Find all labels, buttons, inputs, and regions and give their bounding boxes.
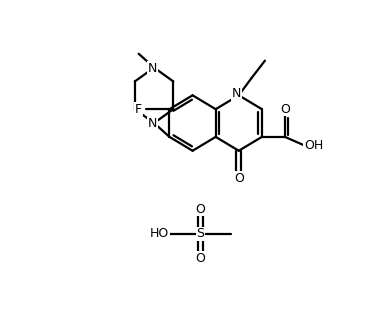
Text: S: S xyxy=(196,228,204,240)
Text: O: O xyxy=(195,252,205,265)
Text: HO: HO xyxy=(150,228,169,240)
Text: F: F xyxy=(135,103,142,116)
Text: N: N xyxy=(148,62,157,75)
Text: N: N xyxy=(148,117,157,130)
Text: OH: OH xyxy=(304,139,323,152)
Text: O: O xyxy=(195,203,205,216)
Text: O: O xyxy=(234,172,244,185)
Text: N: N xyxy=(232,87,241,100)
Text: O: O xyxy=(280,103,290,116)
